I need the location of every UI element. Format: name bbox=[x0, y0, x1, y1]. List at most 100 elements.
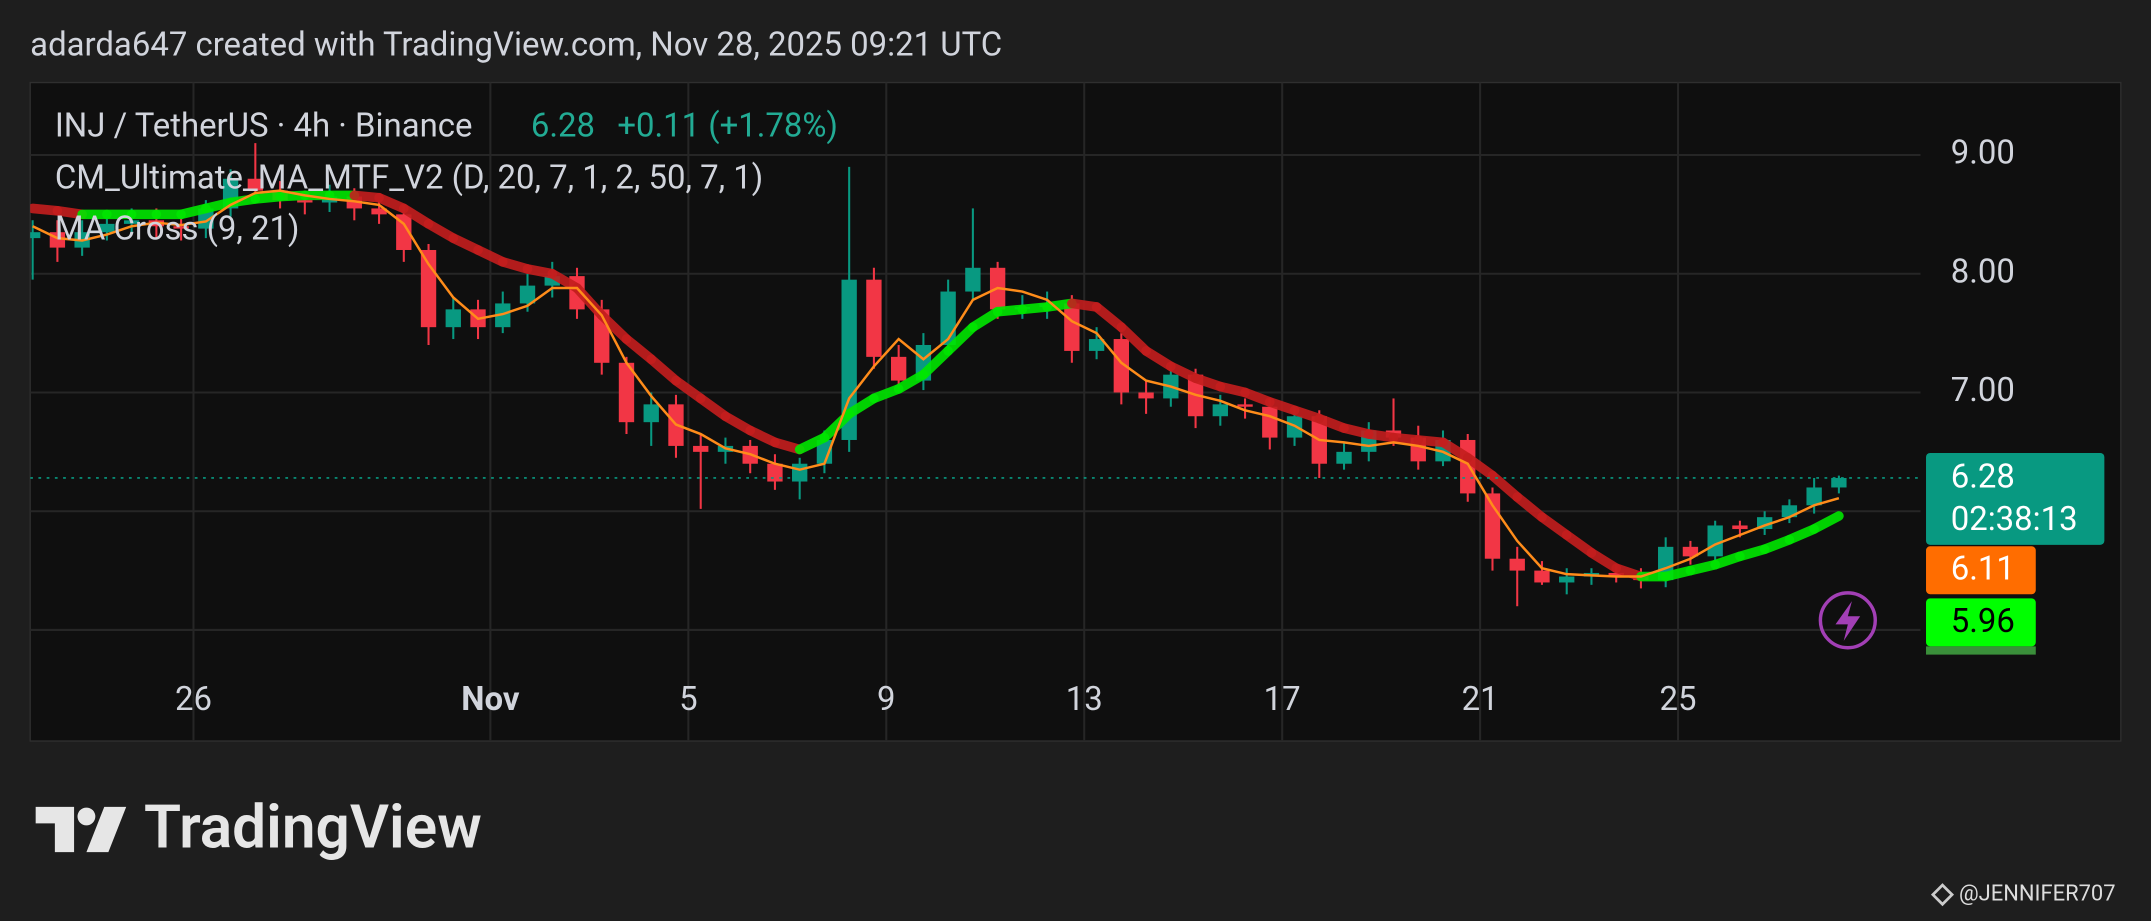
price-badges: 6.28 02:38:13 6.11 5.96 bbox=[1926, 452, 2105, 655]
candle-body bbox=[1088, 339, 1105, 351]
ma-segment bbox=[1561, 530, 1597, 558]
candle-body bbox=[643, 404, 659, 423]
watermark-text: @JENNIFER707 bbox=[1959, 881, 2116, 906]
header: adarda647 created with TradingView.com, … bbox=[30, 26, 1002, 65]
watermark: @JENNIFER707 bbox=[1930, 881, 2116, 906]
indicator-badge bbox=[1926, 598, 2036, 647]
ma-segment bbox=[398, 203, 434, 229]
x-tick-label: Nov bbox=[461, 680, 520, 719]
candle-body bbox=[841, 279, 857, 440]
chart-panel bbox=[29, 81, 2122, 742]
ma-segment bbox=[1537, 512, 1572, 540]
ma-segment bbox=[1091, 302, 1127, 332]
y-tick-label: 9.00 bbox=[1951, 134, 2015, 173]
logo: TradingView bbox=[35, 792, 482, 863]
candle-body bbox=[693, 445, 709, 452]
candle-body bbox=[1608, 572, 1624, 577]
candle-body bbox=[519, 285, 536, 304]
candle-body bbox=[1831, 477, 1847, 488]
candle-body bbox=[544, 276, 560, 286]
candle-body bbox=[1756, 517, 1773, 530]
x-tick-label: 9 bbox=[877, 680, 896, 719]
logo-text: TradingView bbox=[144, 792, 482, 863]
x-tick-label: 5 bbox=[679, 680, 697, 719]
ma-segment bbox=[695, 393, 731, 422]
candle-body bbox=[1262, 406, 1278, 438]
symbol: INJ / TetherUS · 4h · Binance bbox=[55, 107, 473, 146]
countdown: 02:38:13 bbox=[1951, 500, 2078, 539]
ma-segment bbox=[646, 354, 681, 386]
alert-icon[interactable] bbox=[1818, 591, 1877, 650]
ma-segment bbox=[1438, 437, 1473, 463]
candle-body bbox=[1237, 404, 1253, 407]
legend: INJ / TetherUS · 4h · Binance 6.28 +0.11… bbox=[55, 107, 838, 249]
indicator-badge bbox=[1926, 546, 2036, 595]
ma-segment bbox=[1116, 322, 1151, 356]
ma-segment bbox=[844, 393, 879, 419]
candle-body bbox=[396, 214, 412, 250]
x-tick-label: 25 bbox=[1660, 680, 1697, 719]
x-tick-label: 17 bbox=[1264, 680, 1301, 719]
candle-body bbox=[1064, 303, 1080, 351]
ma-segment bbox=[968, 306, 1003, 332]
candle-body bbox=[99, 223, 115, 233]
indicator-label: 6.11 bbox=[1951, 550, 2015, 589]
ma-segment bbox=[621, 334, 657, 365]
candle-body bbox=[965, 267, 981, 292]
x-tick-label: 21 bbox=[1462, 680, 1499, 719]
ma-segment bbox=[596, 310, 632, 344]
candle-body bbox=[890, 356, 907, 381]
ma-segment bbox=[1462, 452, 1498, 481]
ma-segment bbox=[1141, 346, 1176, 372]
candle-body bbox=[792, 463, 808, 482]
ma-segment bbox=[1809, 511, 1844, 534]
ma-segment bbox=[819, 409, 854, 443]
ma-segment bbox=[1487, 470, 1523, 502]
x-tick-label: 26 bbox=[175, 680, 212, 719]
ma-segment bbox=[1586, 547, 1621, 574]
candle-body bbox=[297, 200, 313, 203]
badge-edge bbox=[1926, 646, 2036, 655]
candle-body bbox=[1781, 505, 1798, 518]
candle-body bbox=[1509, 558, 1525, 571]
candle-body bbox=[1212, 404, 1228, 417]
candle-body bbox=[1138, 392, 1154, 399]
candle-body bbox=[1732, 525, 1748, 530]
candle-body bbox=[618, 362, 635, 423]
candle-body bbox=[30, 232, 41, 239]
candle-body bbox=[371, 208, 387, 215]
candle-body bbox=[1707, 525, 1723, 557]
ma-segment bbox=[671, 375, 706, 404]
plot-area bbox=[30, 143, 1921, 607]
last-price-badge bbox=[1926, 452, 2105, 545]
ma-segment bbox=[918, 346, 953, 380]
candle-body bbox=[816, 439, 833, 464]
candle-body bbox=[1806, 487, 1822, 506]
candle-body bbox=[1113, 339, 1130, 393]
indicator-label: 5.96 bbox=[1951, 602, 2015, 641]
indicator-name: CM_Ultimate_MA_MTF_V2 (D, 20, 7, 1, 2, 5… bbox=[55, 159, 763, 198]
indicator-name: MA Cross (9, 21) bbox=[55, 209, 300, 248]
candle-body bbox=[123, 220, 140, 224]
y-tick-label: 8.00 bbox=[1951, 252, 2015, 291]
candle-body bbox=[866, 279, 882, 357]
price-change: +0.11 (+1.78%) bbox=[617, 107, 838, 146]
candle-body bbox=[247, 178, 264, 191]
candle-body bbox=[173, 226, 189, 229]
candle-body bbox=[1682, 546, 1699, 557]
y-tick-label: 7.00 bbox=[1951, 371, 2015, 410]
last-price-label: 6.28 bbox=[1951, 458, 2015, 497]
ma-segment bbox=[1512, 492, 1547, 522]
candle-body bbox=[445, 309, 461, 328]
ma-line bbox=[32, 189, 1840, 578]
candle-body bbox=[1336, 451, 1352, 464]
candle-body bbox=[420, 249, 437, 328]
candle-body bbox=[1559, 576, 1575, 583]
last-price: 6.28 bbox=[531, 107, 595, 146]
x-tick-label: 13 bbox=[1066, 680, 1103, 719]
ma-segment bbox=[943, 322, 978, 356]
candle-body bbox=[1534, 570, 1550, 583]
candle-body bbox=[767, 463, 783, 482]
